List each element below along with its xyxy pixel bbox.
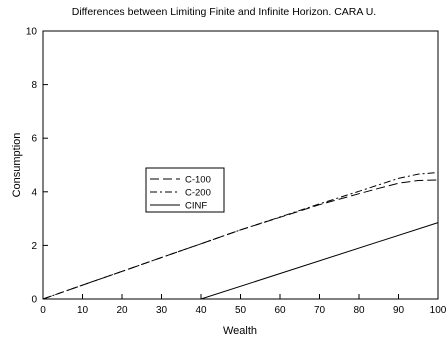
x-tick-label: 90: [393, 305, 405, 316]
y-tick-label: 4: [31, 187, 37, 198]
y-axis-label: Consumption: [11, 133, 23, 198]
y-tick-label: 2: [31, 241, 37, 252]
series-line-cinf: [43, 222, 439, 300]
plot-area: [42, 30, 439, 300]
x-tick-label: 60: [274, 305, 286, 316]
x-tick-label: 70: [314, 305, 326, 316]
legend-label-c-100: C-100: [185, 175, 211, 186]
x-tick-label: 100: [430, 305, 447, 316]
series-line-c-200: [42, 172, 439, 300]
x-axis-label: Wealth: [223, 325, 257, 337]
x-tick-label: 40: [195, 305, 207, 316]
y-tick-label: 0: [31, 295, 37, 306]
x-tick-label: 10: [77, 305, 89, 316]
chart-title: Differences between Limiting Finite and …: [72, 6, 376, 18]
x-axis: 0 10 20 30 40 50 60 70 80 90 100: [40, 294, 447, 316]
x-tick-label: 50: [235, 305, 247, 316]
y-tick-label: 10: [26, 27, 38, 38]
plot-frame: [42, 30, 439, 300]
x-tick-label: 30: [156, 305, 168, 316]
y-tick-label: 8: [31, 80, 37, 91]
x-tick-label: 0: [40, 305, 46, 316]
x-tick-label: 20: [116, 305, 128, 316]
series-line-c-100: [42, 179, 439, 300]
y-tick-label: 6: [31, 134, 37, 145]
x-tick-label: 80: [353, 305, 365, 316]
legend: C-100 C-200 CINF: [145, 167, 225, 213]
legend-label-cinf: CINF: [185, 201, 207, 212]
series-layer: [42, 172, 439, 300]
legend-label-c-200: C-200: [185, 188, 211, 199]
legend-items: C-100 C-200 CINF: [150, 175, 211, 212]
y-axis: 0 2 4 6 8 10: [26, 27, 48, 306]
